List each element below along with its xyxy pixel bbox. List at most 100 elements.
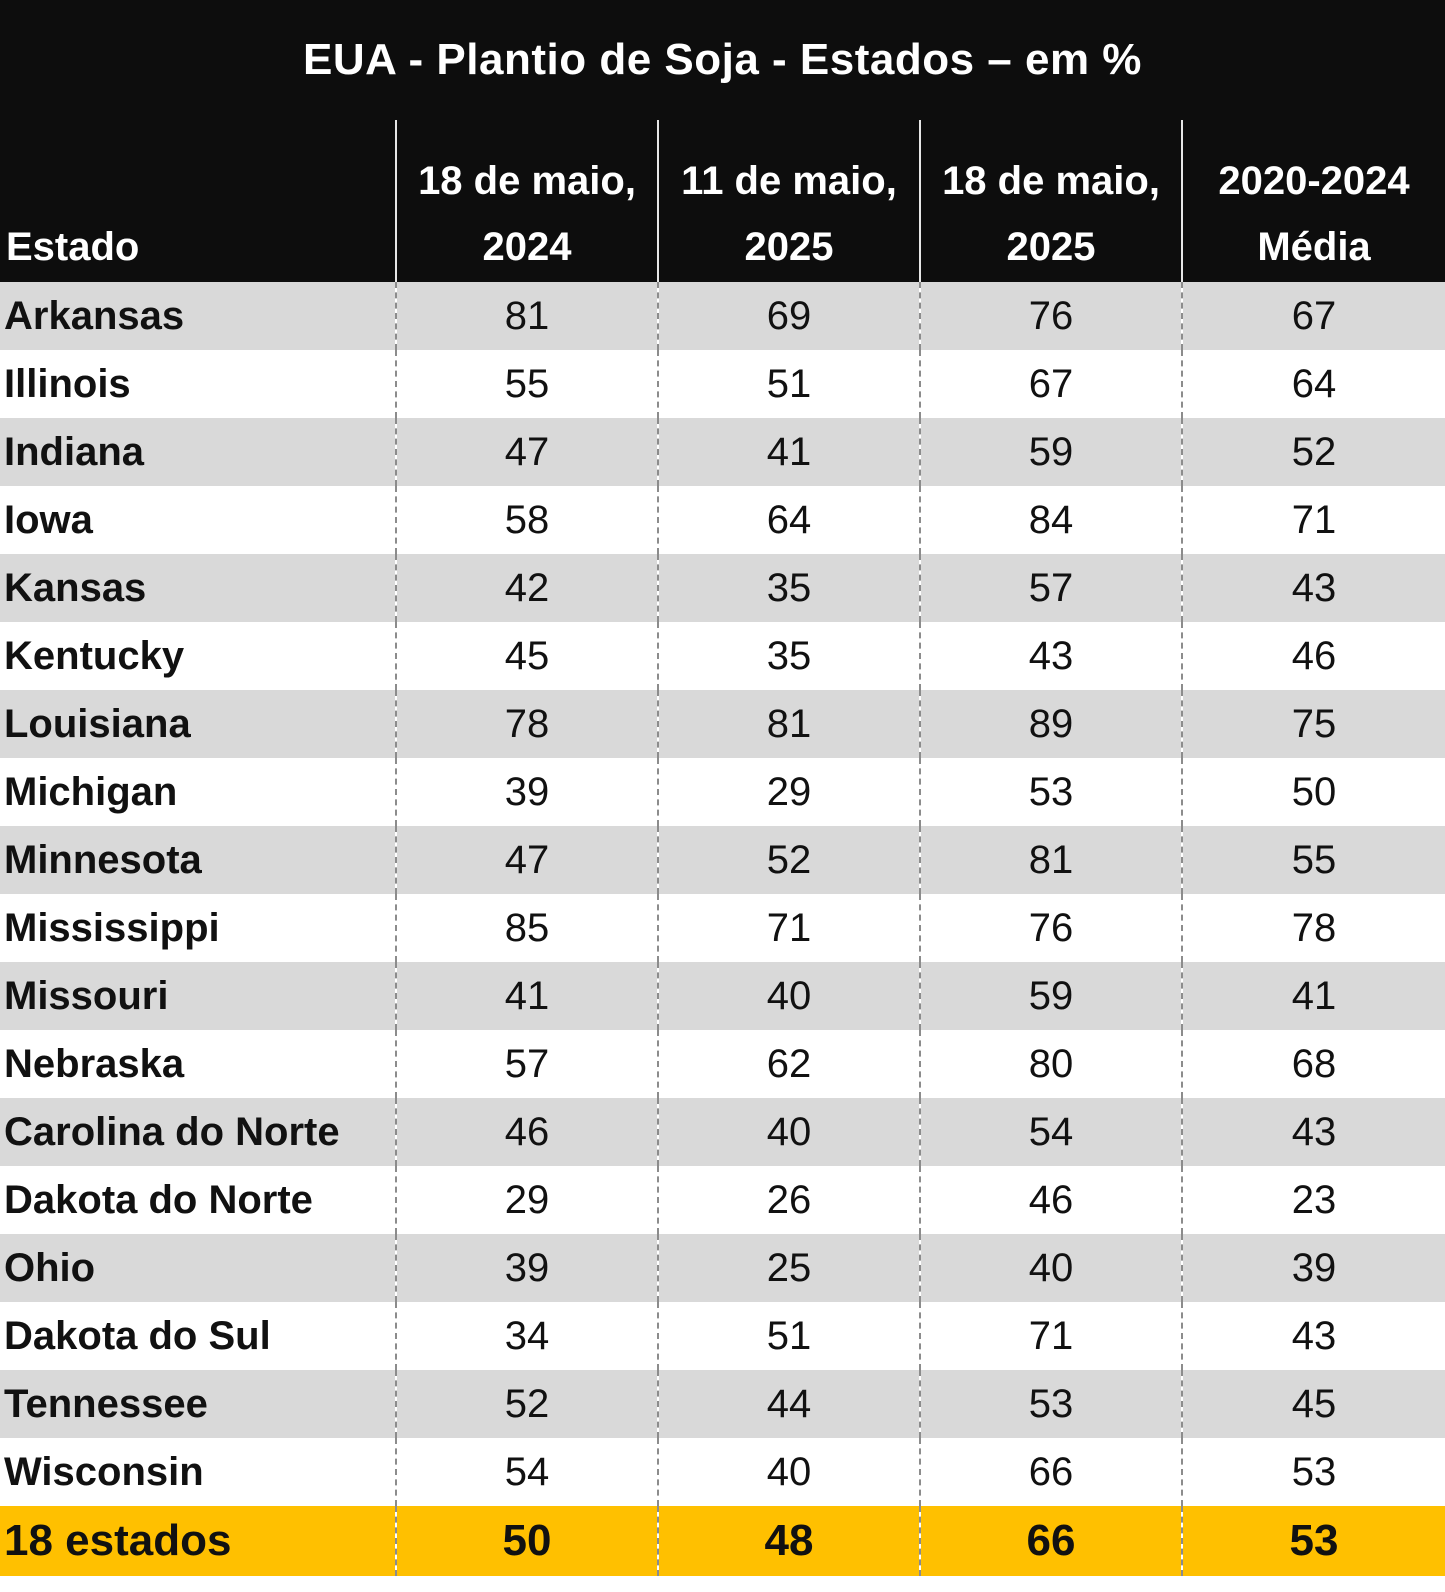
value-cell: 29: [395, 1166, 658, 1234]
value-cell: 40: [657, 1098, 920, 1166]
value-cell: 54: [395, 1438, 658, 1506]
value-cell: 62: [657, 1030, 920, 1098]
value-cell: 59: [919, 418, 1182, 486]
table-row: Dakota do Sul 34 51 71 43: [0, 1302, 1445, 1370]
state-name: Minnesota: [0, 826, 396, 894]
table-row: Iowa 58 64 84 71: [0, 486, 1445, 554]
value-cell: 89: [919, 690, 1182, 758]
value-cell: 51: [657, 350, 920, 418]
value-cell: 85: [395, 894, 658, 962]
value-cell: 29: [657, 758, 920, 826]
total-value-cell: 53: [1181, 1506, 1445, 1576]
value-cell: 52: [657, 826, 920, 894]
value-cell: 81: [919, 826, 1182, 894]
state-name: Louisiana: [0, 690, 396, 758]
table-row: Indiana 47 41 59 52: [0, 418, 1445, 486]
table-row: Nebraska 57 62 80 68: [0, 1030, 1445, 1098]
state-name: Dakota do Sul: [0, 1302, 396, 1370]
value-cell: 40: [657, 962, 920, 1030]
state-name: Dakota do Norte: [0, 1166, 396, 1234]
header-row: Estado 18 de maio, 2024 11 de maio, 2025…: [0, 120, 1445, 282]
value-cell: 41: [1181, 962, 1445, 1030]
table-row: Missouri 41 40 59 41: [0, 962, 1445, 1030]
value-cell: 53: [919, 758, 1182, 826]
value-cell: 40: [657, 1438, 920, 1506]
value-cell: 51: [657, 1302, 920, 1370]
state-name: Tennessee: [0, 1370, 396, 1438]
column-header-line1: 11 de maio,: [681, 159, 897, 203]
column-header-2025-05-18: 18 de maio, 2025: [919, 120, 1182, 282]
value-cell: 43: [1181, 554, 1445, 622]
value-cell: 47: [395, 418, 658, 486]
value-cell: 53: [1181, 1438, 1445, 1506]
column-header-line1: [6, 148, 395, 214]
value-cell: 39: [395, 758, 658, 826]
value-cell: 76: [919, 282, 1182, 350]
value-cell: 78: [395, 690, 658, 758]
value-cell: 58: [395, 486, 658, 554]
value-cell: 41: [395, 962, 658, 1030]
value-cell: 54: [919, 1098, 1182, 1166]
value-cell: 26: [657, 1166, 920, 1234]
value-cell: 53: [919, 1370, 1182, 1438]
state-name: Illinois: [0, 350, 396, 418]
value-cell: 64: [657, 486, 920, 554]
table-row: Mississippi 85 71 76 78: [0, 894, 1445, 962]
value-cell: 46: [919, 1166, 1182, 1234]
total-value-cell: 50: [395, 1506, 658, 1576]
table-row: Minnesota 47 52 81 55: [0, 826, 1445, 894]
column-header-estado: Estado: [0, 120, 396, 282]
value-cell: 39: [395, 1234, 658, 1302]
value-cell: 80: [919, 1030, 1182, 1098]
table-row: Michigan 39 29 53 50: [0, 758, 1445, 826]
value-cell: 84: [919, 486, 1182, 554]
column-header-2024-05-18: 18 de maio, 2024: [395, 120, 658, 282]
value-cell: 64: [1181, 350, 1445, 418]
value-cell: 47: [395, 826, 658, 894]
value-cell: 76: [919, 894, 1182, 962]
value-cell: 55: [1181, 826, 1445, 894]
total-label: 18 estados: [0, 1506, 396, 1576]
planting-table: Estado 18 de maio, 2024 11 de maio, 2025…: [0, 120, 1445, 1576]
column-header-2025-05-11: 11 de maio, 2025: [657, 120, 920, 282]
column-header-line2: 2025: [1006, 225, 1096, 269]
value-cell: 40: [919, 1234, 1182, 1302]
column-header-average: 2020-2024 Média: [1181, 120, 1445, 282]
total-row: 18 estados 50 48 66 53: [0, 1506, 1445, 1576]
value-cell: 43: [1181, 1302, 1445, 1370]
column-header-line1: 18 de maio,: [418, 159, 636, 203]
state-name: Carolina do Norte: [0, 1098, 396, 1166]
value-cell: 81: [657, 690, 920, 758]
table-row: Kentucky 45 35 43 46: [0, 622, 1445, 690]
value-cell: 71: [657, 894, 920, 962]
value-cell: 66: [919, 1438, 1182, 1506]
state-name: Kentucky: [0, 622, 396, 690]
state-name: Michigan: [0, 758, 396, 826]
value-cell: 35: [657, 622, 920, 690]
column-header-line2: 2025: [744, 225, 834, 269]
value-cell: 46: [395, 1098, 658, 1166]
value-cell: 44: [657, 1370, 920, 1438]
table-row: Illinois 55 51 67 64: [0, 350, 1445, 418]
table-title: EUA - Plantio de Soja - Estados – em %: [0, 0, 1445, 120]
value-cell: 71: [1181, 486, 1445, 554]
value-cell: 46: [1181, 622, 1445, 690]
state-name: Arkansas: [0, 282, 396, 350]
value-cell: 34: [395, 1302, 658, 1370]
state-name: Indiana: [0, 418, 396, 486]
table-row: Carolina do Norte 46 40 54 43: [0, 1098, 1445, 1166]
value-cell: 45: [1181, 1370, 1445, 1438]
value-cell: 39: [1181, 1234, 1445, 1302]
value-cell: 71: [919, 1302, 1182, 1370]
column-header-line1: 2020-2024: [1218, 159, 1410, 203]
value-cell: 41: [657, 418, 920, 486]
value-cell: 69: [657, 282, 920, 350]
total-value-cell: 66: [919, 1506, 1182, 1576]
table-row: Wisconsin 54 40 66 53: [0, 1438, 1445, 1506]
table-row: Louisiana 78 81 89 75: [0, 690, 1445, 758]
table-row: Kansas 42 35 57 43: [0, 554, 1445, 622]
column-header-line2: 2024: [482, 225, 572, 269]
value-cell: 43: [1181, 1098, 1445, 1166]
value-cell: 42: [395, 554, 658, 622]
